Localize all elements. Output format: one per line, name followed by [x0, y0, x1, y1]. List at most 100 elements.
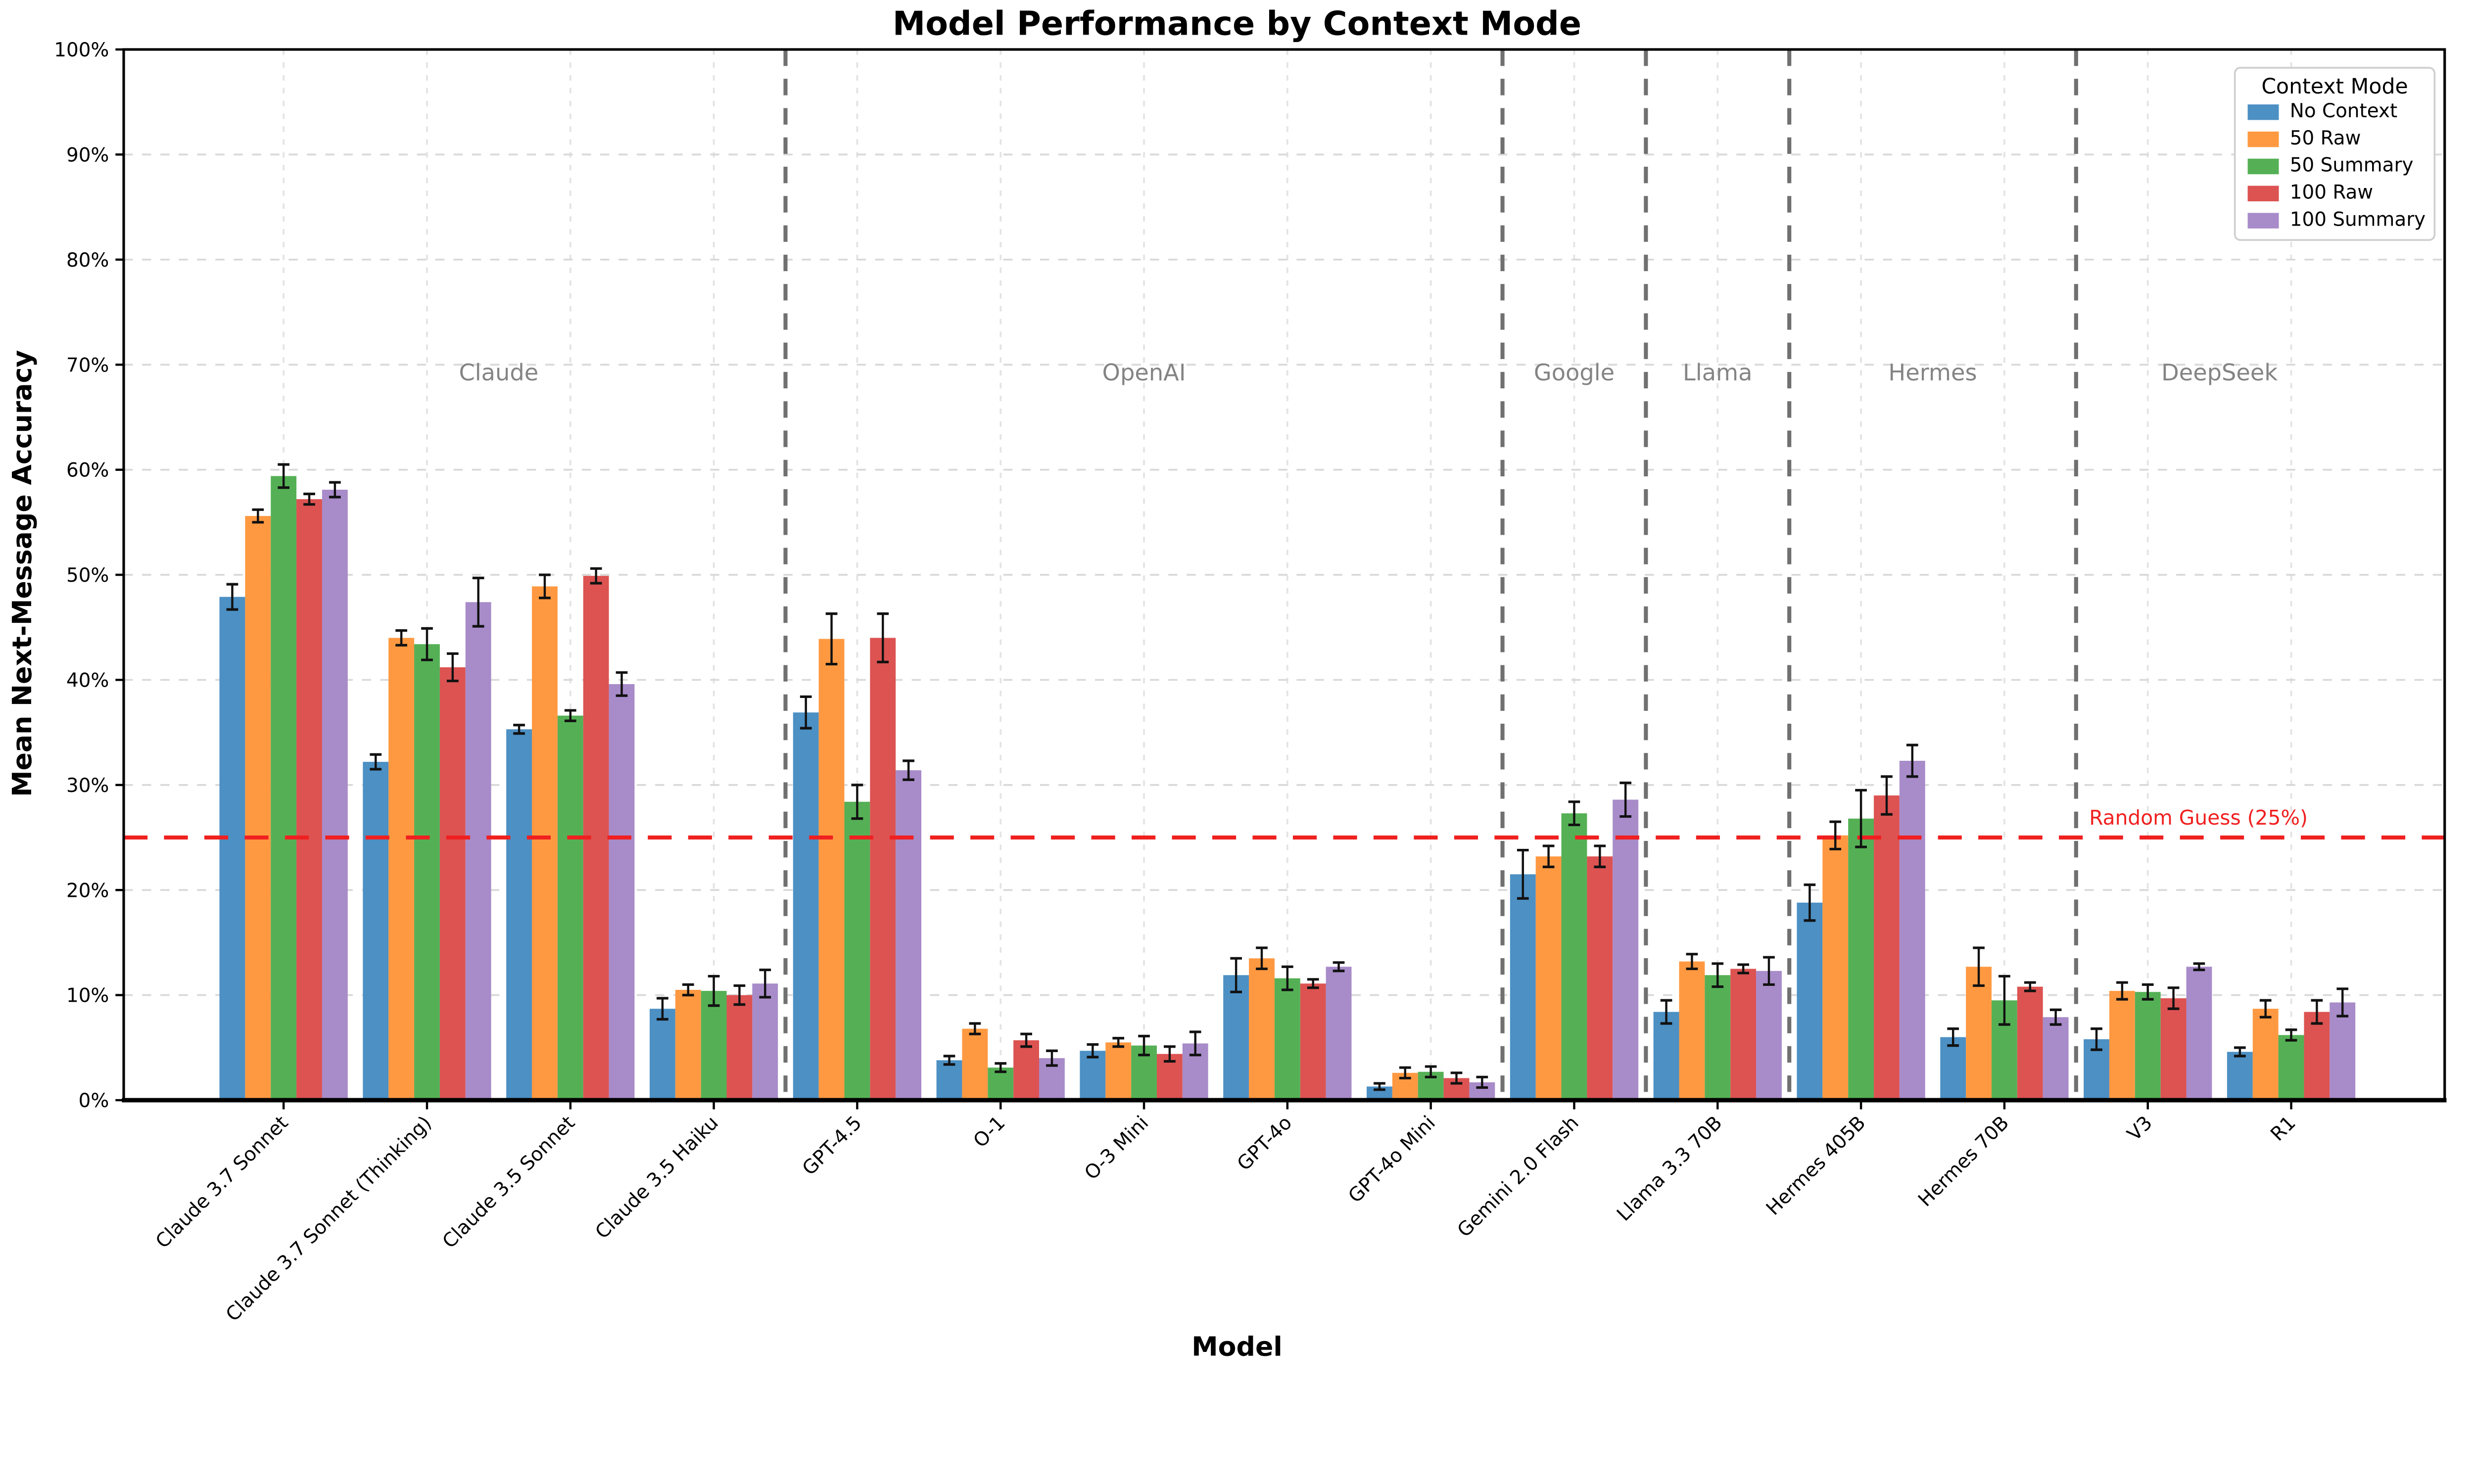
bar: [1899, 760, 1925, 1101]
legend-item-label: 100 Summary: [2290, 208, 2426, 231]
x-tick-label: GPT-4o: [1233, 1112, 1296, 1175]
x-axis-title: Model: [1191, 1331, 1283, 1362]
vendor-group-label: Google: [1534, 359, 1615, 386]
bar: [1535, 856, 1562, 1101]
x-tick-label: Hermes 70B: [1914, 1112, 2013, 1211]
legend-swatch: [2247, 104, 2279, 120]
x-tick-label: O-3 Mini: [1080, 1112, 1153, 1184]
bar: [557, 715, 583, 1101]
y-tick-label: 50%: [66, 564, 109, 587]
chart-title: Model Performance by Context Mode: [893, 4, 1581, 43]
bar: [896, 770, 922, 1101]
bar: [1705, 975, 1731, 1101]
bar: [1561, 813, 1587, 1101]
y-tick-label: 60%: [66, 460, 109, 482]
vendor-group-label: DeepSeek: [2161, 359, 2278, 386]
y-tick-label: 30%: [66, 775, 109, 797]
bar: [726, 995, 753, 1101]
bar: [1274, 978, 1300, 1101]
legend-item-label: 50 Summary: [2290, 154, 2414, 177]
bar: [1653, 1012, 1679, 1101]
x-tick-label: Hermes 405B: [1762, 1112, 1870, 1219]
y-tick-label: 100%: [54, 39, 109, 61]
x-tick-label: Llama 3.3 70B: [1613, 1112, 1726, 1225]
bar: [793, 712, 819, 1101]
bar: [2186, 967, 2212, 1101]
bar: [1756, 971, 1782, 1101]
bar: [2109, 991, 2135, 1101]
figure: Model Performance by Context Mode Mean N…: [6, 4, 2447, 1362]
bar: [1940, 1037, 1966, 1101]
plot-area: Claude OpenAI Google Llama Hermes DeepSeek Ran…: [54, 39, 2447, 1326]
bar: [1223, 975, 1249, 1101]
bar: [609, 684, 635, 1101]
x-tick-label: R1: [2266, 1112, 2300, 1145]
legend-item-label: No Context: [2290, 100, 2398, 122]
bar: [271, 476, 297, 1101]
bar: [752, 983, 778, 1101]
bar: [2160, 998, 2187, 1101]
bar: [844, 801, 870, 1101]
bar: [439, 667, 466, 1101]
bar: [1874, 795, 1900, 1101]
y-tick-label: 80%: [66, 249, 109, 272]
legend-box: [2234, 67, 2436, 241]
bar: [1080, 1051, 1106, 1101]
bar: [506, 729, 532, 1101]
bar: [936, 1060, 962, 1101]
y-tick-label: 0%: [79, 1090, 109, 1112]
bar: [322, 489, 348, 1101]
bar: [219, 597, 245, 1101]
legend-swatch: [2247, 186, 2279, 202]
bar: [701, 991, 727, 1101]
legend-item-label: 50 Raw: [2290, 127, 2361, 149]
bar: [2278, 1035, 2304, 1101]
bar: [245, 516, 271, 1101]
legend-swatch: [2247, 158, 2279, 175]
bar: [1587, 856, 1613, 1101]
y-tick-label: 40%: [66, 670, 109, 692]
x-tick-label: GPT-4.5: [798, 1112, 866, 1180]
bar: [414, 644, 440, 1101]
y-axis-title: Mean Next-Message Accuracy: [6, 350, 38, 797]
bar: [1730, 969, 1757, 1101]
bar: [1105, 1042, 1132, 1101]
bar: [2252, 1009, 2279, 1101]
bar: [1679, 961, 1705, 1101]
y-tick-label: 70%: [66, 354, 109, 376]
bar: [1613, 799, 1639, 1101]
bar: [388, 638, 415, 1101]
legend-item-label: 100 Raw: [2290, 181, 2373, 203]
bar: [1326, 967, 1352, 1101]
x-tick-label: Gemini 2.0 Flash: [1453, 1112, 1583, 1242]
bar: [1510, 874, 1536, 1101]
bar: [363, 762, 389, 1101]
legend-title: Context Mode: [2261, 74, 2408, 99]
bar: [2043, 1017, 2069, 1101]
vendor-group-label: Claude: [459, 359, 539, 386]
bar: [296, 499, 322, 1101]
bar: [2017, 986, 2043, 1101]
vendor-group-label: Llama: [1683, 359, 1752, 386]
bar: [1966, 967, 1992, 1101]
bar: [1300, 983, 1326, 1101]
x-tick-label: Claude 3.7 Sonnet: [151, 1112, 292, 1252]
bar: [1249, 958, 1275, 1101]
y-tick-label: 90%: [66, 144, 109, 166]
legend-swatch: [2247, 131, 2279, 147]
legend-swatch: [2247, 213, 2279, 229]
bar: [649, 1009, 675, 1101]
x-tick-label: Claude 3.5 Sonnet: [438, 1112, 579, 1252]
bar: [1848, 818, 1874, 1101]
chart-canvas: Model Performance by Context Mode Mean N…: [6, 4, 2447, 1362]
bar: [2227, 1052, 2253, 1101]
bar: [2135, 992, 2161, 1101]
bar: [465, 602, 491, 1101]
bar: [532, 586, 558, 1101]
x-tick-label: Claude 3.5 Haiku: [591, 1112, 723, 1243]
vendor-group-label: OpenAI: [1102, 359, 1186, 386]
bar: [818, 639, 845, 1101]
random-guess-label: Random Guess (25%): [2089, 806, 2308, 830]
vendor-group-label: Hermes: [1888, 359, 1977, 386]
